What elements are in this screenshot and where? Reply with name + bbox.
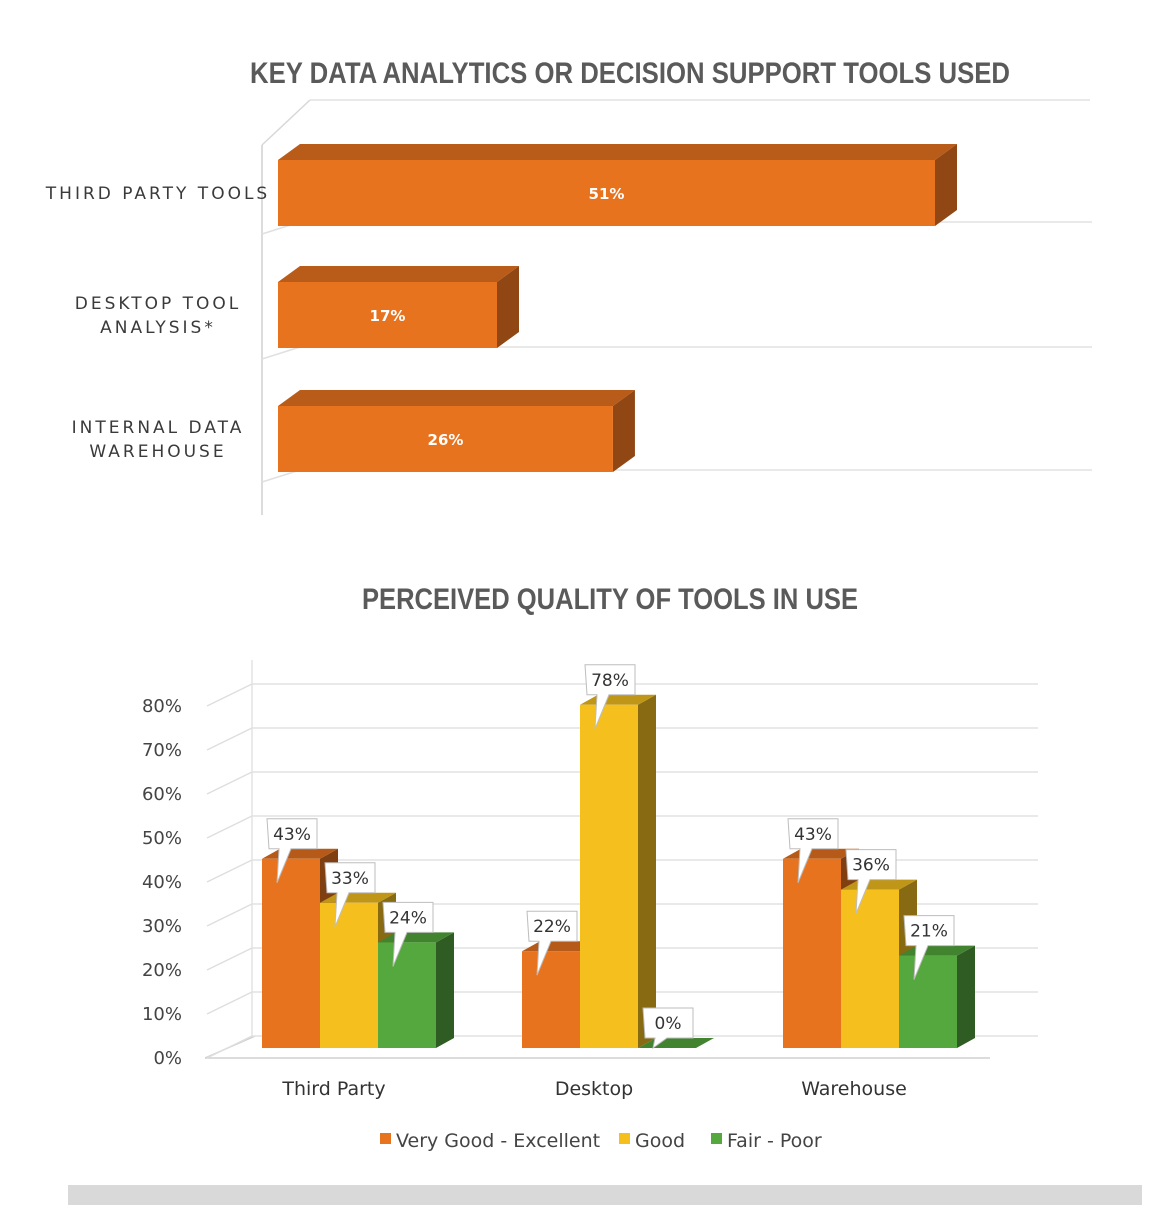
chart2-value-label: 0% — [655, 1014, 682, 1034]
chart2-y-tick-label: 70% — [142, 740, 182, 761]
chart1-bar-front — [278, 160, 935, 226]
chart2-bar-front — [522, 951, 580, 1048]
chart1-category-label: WAREHOUSE — [89, 442, 226, 462]
chart2-value-label: 36% — [852, 856, 890, 876]
chart2-value-label: 78% — [591, 671, 629, 691]
chart1-value-label: 26% — [428, 431, 464, 449]
chart2-value-label: 21% — [910, 922, 948, 942]
chart2-callout-box — [845, 849, 897, 914]
chart1-bar-front — [278, 282, 497, 348]
chart2-y-tick-label: 20% — [142, 960, 182, 981]
tool-quality-chart: PERCEIVED QUALITY OF TOOLS IN USE 0% 10% 20… — [142, 583, 1038, 1152]
footer-bar — [68, 1185, 1142, 1205]
chart2-bar-front — [320, 902, 378, 1048]
chart2-value-callout: 24% — [382, 901, 434, 967]
chart2-bar-side — [957, 945, 975, 1048]
chart1-category-label: INTERNAL DATA — [72, 418, 245, 438]
chart2-bar-front — [899, 955, 957, 1048]
chart1-category-label: THIRD PARTY TOOLS — [45, 184, 270, 204]
chart2-y-tick-label: 10% — [142, 1004, 182, 1025]
chart2-callout-box — [584, 664, 636, 729]
chart2-legend-label: Fair - Poor — [727, 1130, 822, 1152]
chart2-y-tick-label: 80% — [142, 696, 182, 717]
chart2-value-label: 24% — [389, 908, 427, 928]
chart2-value-callout: 43% — [787, 818, 839, 883]
chart2-gridline-depth — [206, 859, 253, 883]
chart2-legend-swatch — [711, 1133, 722, 1144]
chart1-bar — [278, 144, 957, 226]
chart2-bar-front — [580, 704, 638, 1048]
chart2-title: PERCEIVED QUALITY OF TOOLS IN USE — [362, 583, 858, 616]
chart2-callout-box — [787, 818, 839, 883]
chart2-value-label: 22% — [533, 917, 571, 937]
chart2-bar — [378, 932, 454, 1048]
chart2-bar-side — [638, 694, 656, 1048]
chart2-legend-label: Very Good - Excellent — [396, 1130, 600, 1152]
chart2-y-tick-label: 0% — [153, 1048, 182, 1069]
chart2-value-callout: 33% — [324, 862, 376, 927]
chart2-bar — [580, 694, 656, 1048]
chart2-bar-side — [436, 932, 454, 1048]
chart2-category-label: Third Party — [281, 1078, 385, 1100]
chart1-category-label: DESKTOP TOOL — [75, 294, 242, 314]
chart2-y-tick-label: 50% — [142, 828, 182, 849]
chart2-value-callout: 43% — [266, 818, 318, 883]
chart2-legend-label: Good — [635, 1130, 685, 1152]
chart2-bar-front — [262, 858, 320, 1048]
chart2-y-tick-label: 30% — [142, 916, 182, 937]
chart2-callout-box — [324, 862, 376, 927]
chart1-bar-side — [935, 144, 957, 226]
chart2-gridline-depth — [206, 1035, 253, 1059]
chart2-callout-box — [642, 1007, 694, 1050]
chart1-bar-side — [497, 266, 519, 348]
chart2-y-tick-label: 40% — [142, 872, 182, 893]
chart2-value-callout: 22% — [526, 910, 578, 976]
chart2-value-callout: 36% — [845, 849, 897, 914]
chart2-bar-front — [841, 889, 899, 1048]
chart1-bar-top — [278, 390, 635, 406]
chart2-gridline-depth — [206, 903, 253, 927]
chart2-gridline-depth — [206, 771, 253, 795]
chart2-bar — [899, 945, 975, 1048]
chart2-value-callout: 21% — [903, 915, 955, 980]
chart1-bar-side — [612, 390, 635, 472]
chart2-category-label: Warehouse — [801, 1078, 907, 1100]
chart2-value-label: 43% — [794, 825, 832, 845]
chart2-gridline-depth — [206, 947, 253, 971]
chart2-value-callout: 78% — [584, 664, 636, 729]
chart1-bar-top — [278, 144, 957, 160]
chart1-axis-top-depth — [261, 99, 311, 146]
chart2-y-tick-label: 60% — [142, 784, 182, 805]
chart2-legend-item: Fair - Poor — [711, 1130, 822, 1152]
chart2-category-label: Desktop — [555, 1078, 633, 1100]
chart1-title: KEY DATA ANALYTICS OR DECISION SUPPORT T… — [250, 57, 1010, 90]
chart2-bar-front — [378, 942, 436, 1048]
chart1-bar-front — [278, 406, 613, 472]
chart2-gridline-depth — [206, 727, 253, 751]
chart2-callout-box — [266, 818, 318, 883]
chart2-value-label: 33% — [331, 869, 369, 889]
chart2-value-label: 43% — [273, 825, 311, 845]
chart1-value-label: 17% — [370, 307, 406, 325]
chart2-legend-item: Good — [619, 1130, 685, 1152]
chart1-value-label: 51% — [589, 185, 625, 203]
chart2-gridline-depth — [206, 991, 253, 1015]
chart2-value-callout: 0% — [642, 1007, 694, 1050]
chart2-legend-swatch — [619, 1133, 630, 1144]
chart1-bar-top — [278, 266, 519, 282]
tools-used-chart: KEY DATA ANALYTICS OR DECISION SUPPORT T… — [45, 57, 1092, 515]
chart2-legend-item: Very Good - Excellent — [380, 1130, 600, 1152]
chart1-gridline-depth — [261, 346, 301, 360]
chart2-bar-front — [783, 858, 841, 1048]
chart2-callout-box — [526, 910, 578, 976]
chart2-callout-box — [903, 915, 955, 980]
chart2-gridline-depth — [206, 683, 253, 707]
chart2-gridline-depth — [206, 815, 253, 839]
chart2-legend-swatch — [380, 1133, 391, 1144]
chart2-callout-box — [382, 901, 434, 967]
chart1-bar — [278, 266, 519, 348]
chart1-bar — [278, 390, 635, 472]
chart1-category-label: ANALYSIS* — [100, 318, 216, 338]
